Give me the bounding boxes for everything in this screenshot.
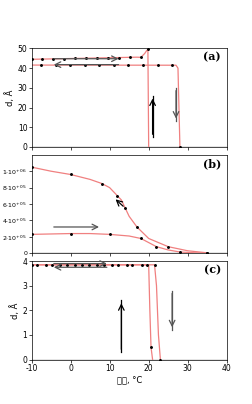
Text: (a): (a) — [203, 51, 221, 63]
Text: (c): (c) — [204, 264, 221, 275]
Y-axis label: d, Å: d, Å — [5, 90, 15, 106]
Y-axis label: 穏分強度, counts: 穏分強度, counts — [0, 180, 1, 228]
Y-axis label: d, Å: d, Å — [10, 302, 20, 318]
Text: (b): (b) — [203, 158, 221, 169]
X-axis label: 温度, °C: 温度, °C — [116, 375, 142, 385]
